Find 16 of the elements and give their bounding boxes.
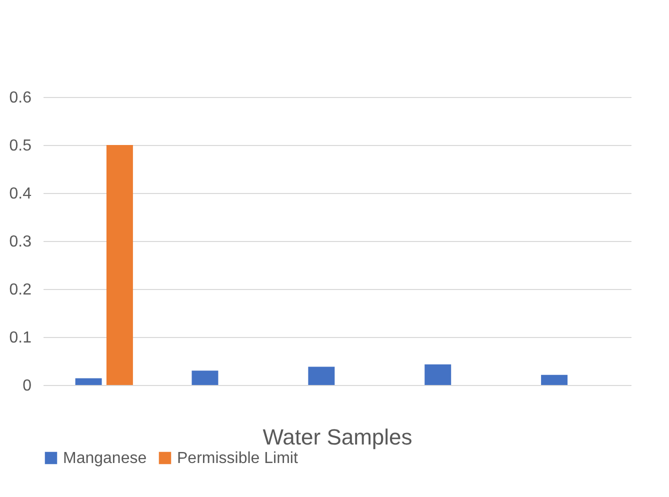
bar — [106, 145, 133, 385]
bar — [75, 378, 102, 385]
bar — [192, 370, 218, 385]
legend-label: Permissible Limit — [177, 450, 298, 467]
y-tick-label: 0 — [22, 378, 32, 394]
y-tick-label: 0.5 — [9, 138, 32, 154]
bar — [308, 366, 335, 385]
x-axis-title: Water Samples — [262, 424, 412, 450]
bar — [424, 364, 452, 385]
legend-label: Manganese — [63, 450, 147, 467]
y-tick-label: 0.1 — [9, 330, 32, 346]
bar — [541, 374, 568, 385]
y-tick-label: 0.3 — [9, 234, 32, 250]
y-tick-label: 0.4 — [9, 186, 32, 202]
y-tick-label: 0.2 — [9, 282, 32, 298]
y-tick-label: 0.6 — [9, 90, 32, 106]
